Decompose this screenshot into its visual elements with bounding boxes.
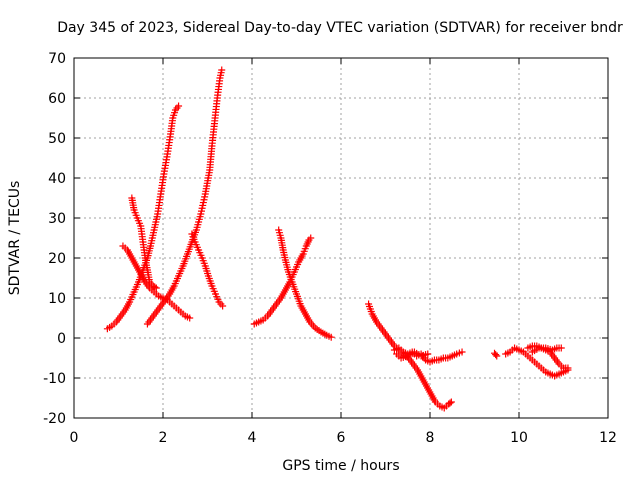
grid [74,58,608,418]
y-tick-label: -10 [43,371,66,387]
y-tick-label: 0 [57,331,66,347]
data-point [218,66,226,74]
data-point [424,350,432,358]
data-marks [103,66,572,412]
data-series [491,349,501,360]
x-tick-label: 0 [70,430,79,446]
y-axis-title: SDTVAR / TECUs [7,181,23,296]
y-tick-label: 40 [48,171,66,187]
data-series [365,300,455,412]
axes: 0 2 4 6 8 10 12 -20 -10 0 10 20 30 40 50 60 70 [43,51,617,446]
data-point [307,234,315,242]
y-tick-label: 20 [48,251,66,267]
y-tick-label: 70 [48,51,66,67]
data-series [188,230,227,310]
y-tick-label: 50 [48,131,66,147]
data-point [564,364,572,372]
x-tick-label: 10 [510,430,528,446]
y-tick-label: -20 [43,411,66,427]
data-point [152,284,160,292]
data-point [493,352,501,360]
data-point [219,302,227,310]
data-point [186,314,194,322]
data-point [447,398,455,406]
data-point [446,399,454,407]
data-series [528,344,565,356]
data-series [393,348,432,362]
y-tick-label: 30 [48,211,66,227]
x-tick-label: 8 [426,430,435,446]
data-series [275,226,335,341]
data-series [143,66,226,328]
data-point [492,351,500,359]
data-point [327,333,335,341]
data-point [458,348,466,356]
y-tick-label: 10 [48,291,66,307]
x-axis-title: GPS time / hours [282,458,399,474]
chart-title: Day 345 of 2023, Sidereal Day-to-day VTE… [57,20,623,36]
x-tick-label: 12 [599,430,617,446]
data-series [502,344,572,380]
x-tick-label: 2 [159,430,168,446]
data-point [557,344,565,352]
x-tick-label: 4 [248,430,257,446]
x-tick-label: 6 [337,430,346,446]
data-point [175,102,183,110]
y-tick-label: 60 [48,91,66,107]
data-series [128,194,160,292]
